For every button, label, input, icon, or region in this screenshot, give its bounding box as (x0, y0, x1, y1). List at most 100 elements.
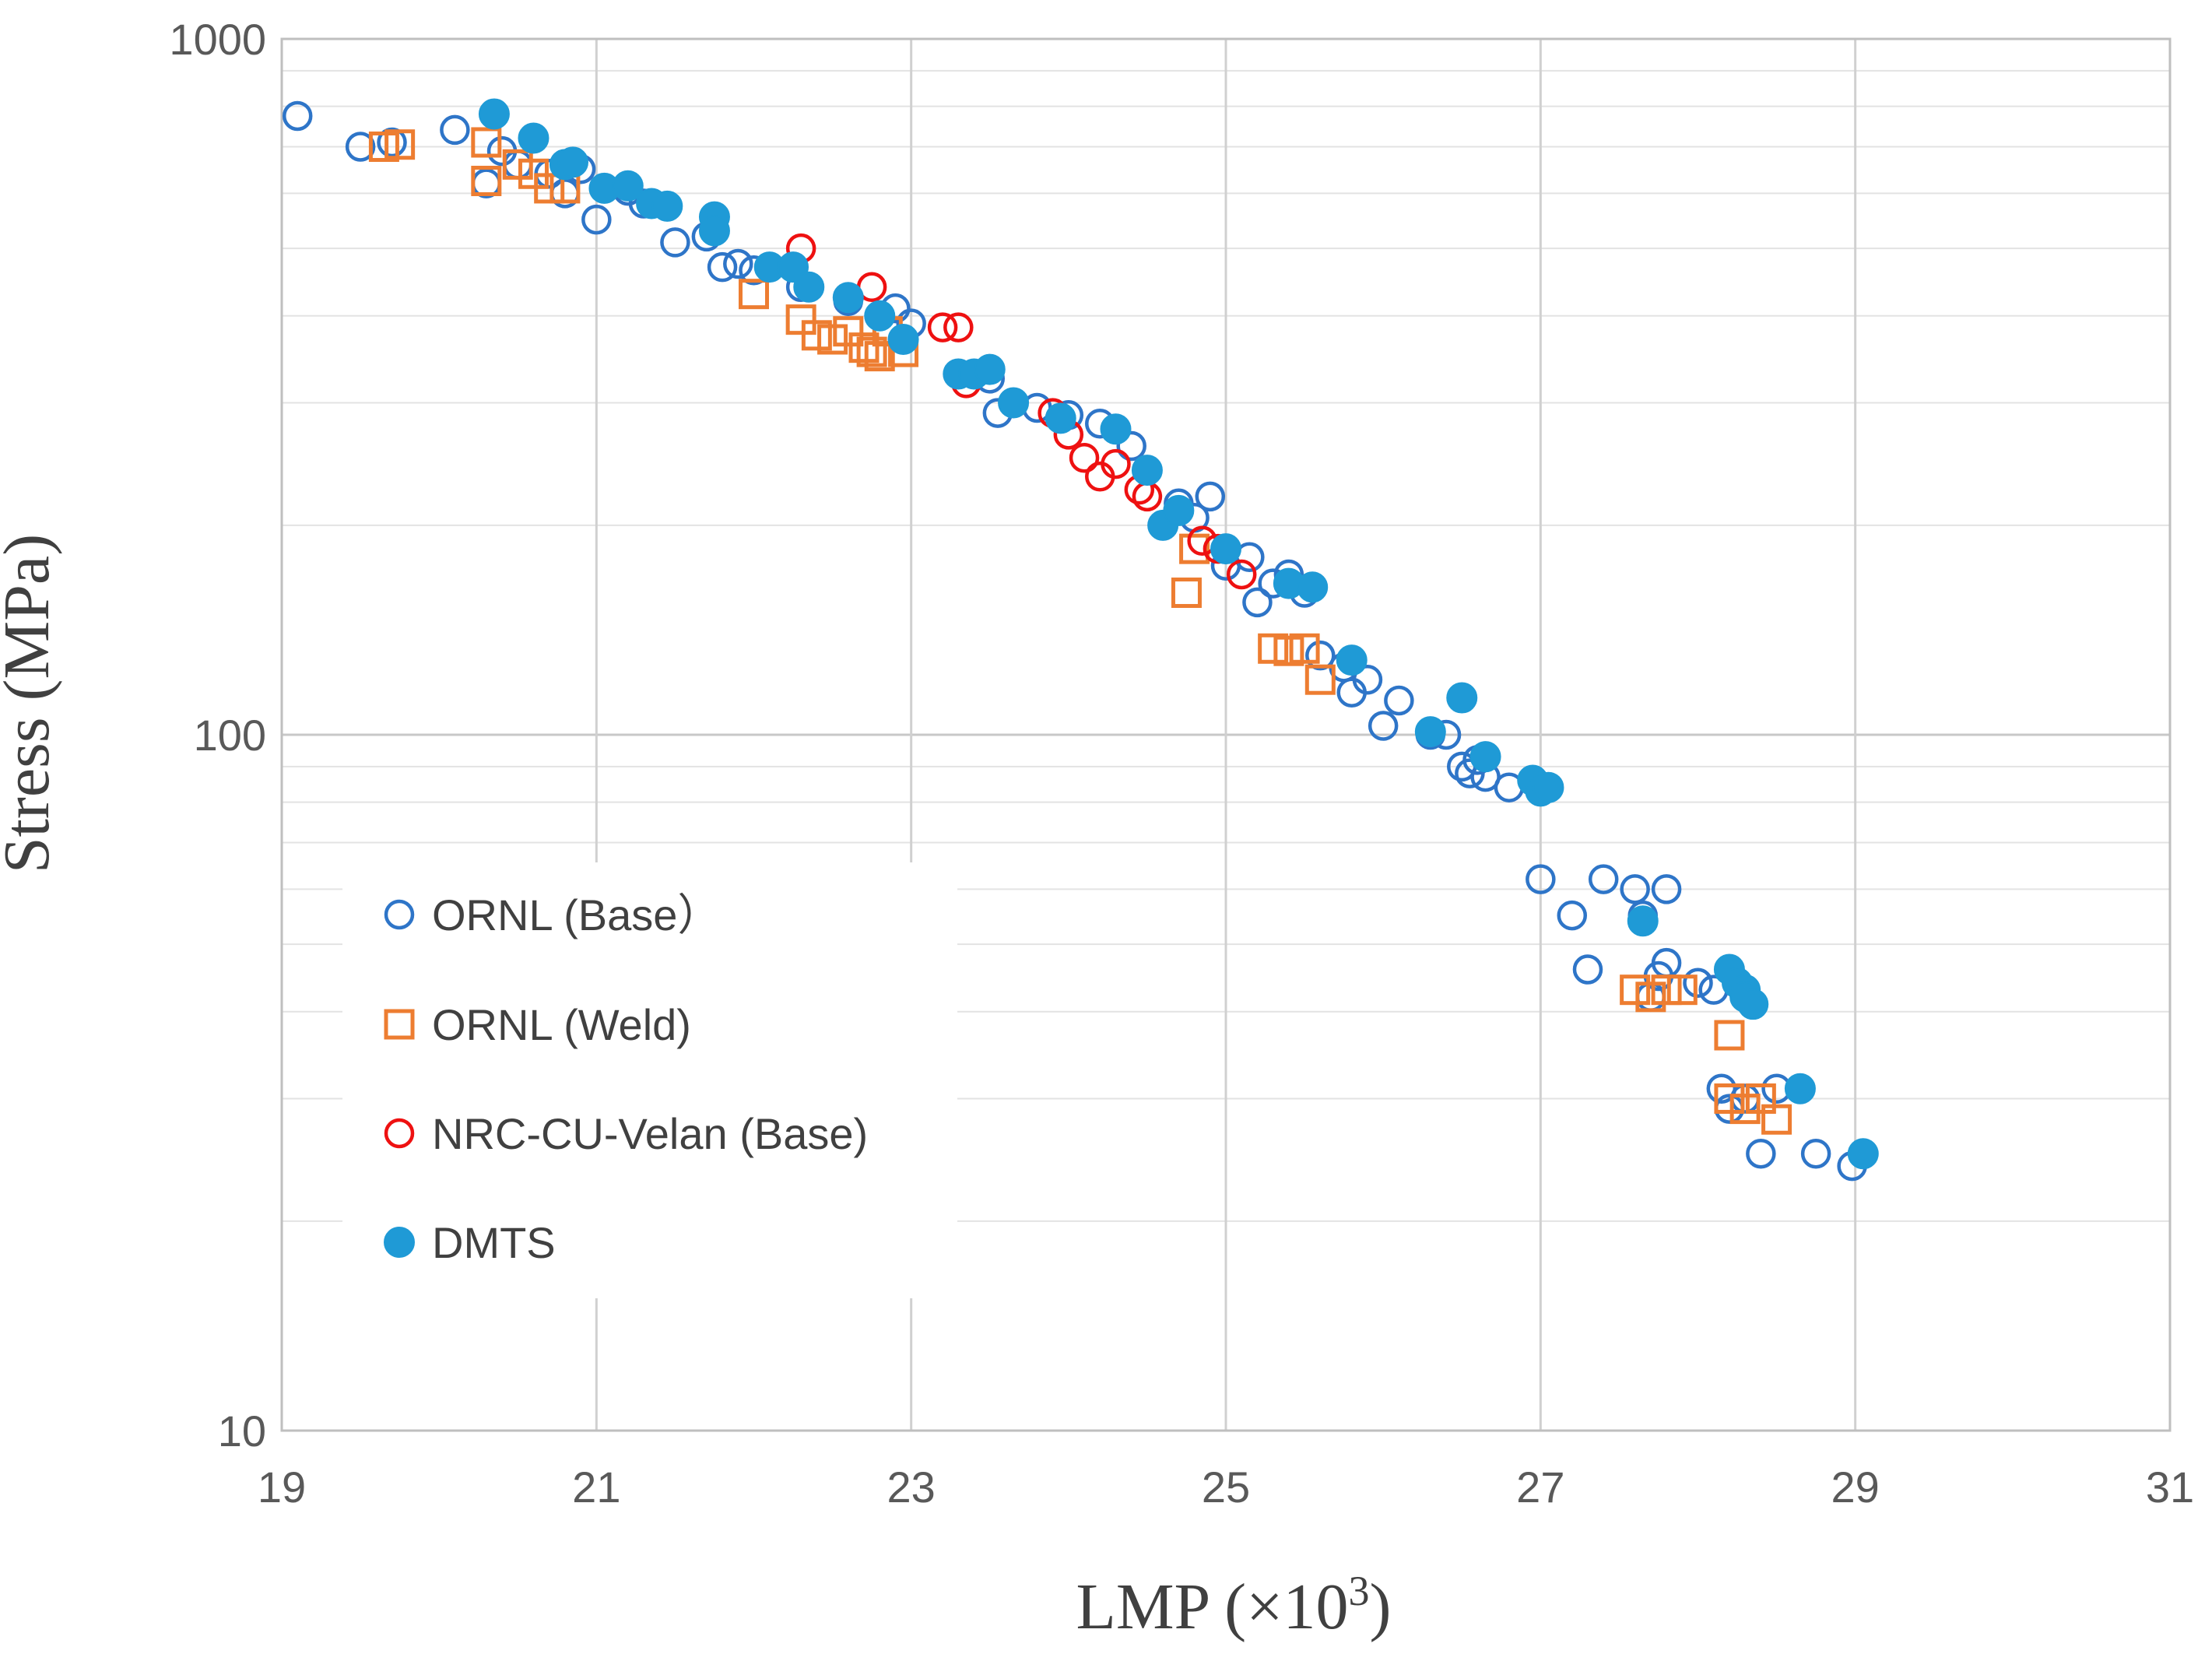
x-tick-label: 27 (1516, 1463, 1564, 1512)
data-point (1800, 1138, 1831, 1169)
data-point (1273, 635, 1304, 666)
data-point (1737, 989, 1769, 1020)
data-point (612, 170, 644, 202)
legend-label: ORNL (Base） (432, 890, 721, 939)
data-point (998, 387, 1030, 419)
data-point (1446, 682, 1478, 714)
data-point (1526, 864, 1556, 894)
axis-tick-labels: 19 21 23 25 27 29 31 10 100 1000 (169, 15, 2194, 1512)
data-point (384, 129, 416, 160)
data-point (1651, 874, 1682, 904)
data-point (1469, 741, 1501, 773)
data-point (660, 227, 690, 258)
data-point (1289, 633, 1320, 664)
series-3-points (478, 98, 1879, 1170)
data-point (1368, 711, 1399, 741)
data-point (282, 100, 313, 132)
y-tick-label: 100 (194, 711, 266, 760)
data-point (1714, 1083, 1745, 1114)
data-point (817, 324, 848, 355)
data-point (1384, 685, 1414, 716)
legend-label: ORNL (Weld) (432, 1000, 691, 1049)
plot-area-frame (280, 37, 2172, 1432)
legend-entry: ORNL (Base） (384, 890, 721, 939)
x-tick-label: 29 (1831, 1463, 1880, 1512)
data-point (1847, 1138, 1879, 1170)
legend-background (342, 862, 957, 1298)
data-point (1210, 533, 1241, 565)
data-point (1242, 587, 1273, 618)
data-point (1572, 954, 1603, 985)
data-point (1746, 1138, 1776, 1169)
legend-entry: ORNL (Weld) (384, 1000, 691, 1049)
data-point (1745, 1083, 1776, 1114)
data-point (1226, 559, 1257, 590)
y-tick-label: 1000 (169, 15, 266, 64)
data-point (785, 304, 816, 335)
data-point (471, 165, 502, 196)
x-axis-title-main: LMP (×10 (1076, 1571, 1349, 1643)
data-point (1305, 640, 1336, 671)
data-point (1179, 533, 1210, 564)
data-point (1627, 905, 1659, 937)
data-point (707, 251, 738, 283)
legend-label: DMTS (432, 1218, 556, 1267)
data-point (1414, 716, 1446, 748)
data-point (1557, 900, 1588, 931)
data-point (1069, 442, 1100, 473)
data-point (1620, 974, 1651, 1006)
data-point (557, 146, 589, 178)
x-tick-label: 19 (258, 1463, 306, 1512)
data-point (1761, 1104, 1792, 1135)
data-point (927, 312, 958, 342)
data-point (1714, 1020, 1745, 1051)
legend-marker (384, 1227, 415, 1258)
data-point (651, 190, 683, 222)
data-point (518, 122, 549, 154)
legend-marker (384, 899, 415, 930)
data-point (739, 279, 769, 310)
data-point (1533, 771, 1564, 803)
x-axis-title: LMP (×103) (1076, 1568, 1392, 1643)
data-point (1297, 571, 1329, 603)
data-point (471, 127, 502, 158)
data-point (1666, 974, 1698, 1006)
data-point (368, 131, 399, 162)
legend-entry: NRC-CU-Velan (Base) (384, 1109, 868, 1158)
legend-label: NRC-CU-Velan (Base) (432, 1109, 868, 1158)
data-point (801, 320, 832, 351)
data-point (1683, 967, 1713, 999)
data-points (282, 98, 1879, 1182)
data-point (974, 353, 1006, 385)
data-point (698, 215, 730, 247)
data-point (864, 300, 896, 332)
data-point (1635, 982, 1666, 1013)
data-point (943, 312, 974, 342)
x-tick-label: 31 (2146, 1463, 2194, 1512)
legend: ORNL (Base） ORNL (Weld) NRC-CU-Velan (Base… (342, 862, 957, 1298)
data-point (832, 282, 864, 314)
data-point (1620, 874, 1650, 904)
data-point (1171, 578, 1202, 609)
data-point (1116, 430, 1146, 462)
data-point (1100, 413, 1132, 445)
data-point (377, 127, 407, 158)
data-point (1336, 644, 1368, 676)
data-point (1131, 455, 1163, 486)
data-point (723, 248, 753, 279)
data-point (1304, 664, 1336, 695)
data-point (1729, 1094, 1761, 1125)
data-point (581, 204, 612, 235)
x-axis-title-close: ) (1369, 1571, 1391, 1643)
data-point (1101, 448, 1131, 479)
x-axis-title-superscript: 3 (1348, 1568, 1369, 1614)
y-tick-label: 10 (218, 1406, 266, 1456)
data-point (534, 173, 565, 204)
data-point (1163, 494, 1195, 526)
data-point (478, 98, 510, 130)
data-point (1195, 481, 1226, 512)
data-point (887, 324, 919, 356)
data-point (833, 316, 864, 347)
